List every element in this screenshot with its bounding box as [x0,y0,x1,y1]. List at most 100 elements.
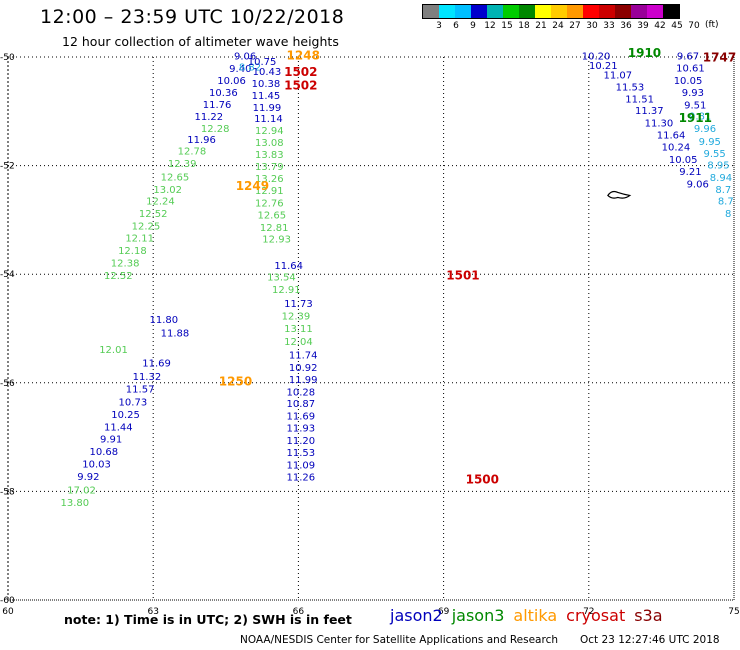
lon-tick-label: 60 [2,607,14,617]
color-legend: 3 6 9 12 15 18 21 24 27 30 33 36 39 42 45 70 [422,4,700,35]
map-frame [7,56,735,601]
swh-value-label: 12.78 [178,147,207,158]
satellite-legend-cryosat: cryosat [566,606,626,625]
pass-number-label: 1250 [219,375,252,389]
legend-swatch [567,5,583,18]
swh-value-label: 11.69 [142,359,171,370]
swh-value-label: 12.91 [255,186,284,197]
swh-value-label: 11.99 [253,103,282,114]
swh-value-label: 9.81 [689,111,711,122]
swh-value-label: 12.11 [125,234,154,245]
swh-value-label: 12.04 [284,337,313,348]
swh-value-label: 10.92 [289,363,318,374]
legend-color-bar [422,4,680,19]
swh-value-label: 10.36 [209,88,238,99]
lat-tick-label: -56 [0,379,15,389]
swh-value-label: 12.81 [260,223,289,234]
pass-number-label: 1500 [466,472,499,486]
satellite-legend-jason2: jason2 [390,606,443,625]
legend-swatch [647,5,663,18]
swh-value-label: 11.44 [104,423,133,434]
swh-value-label: 13.83 [255,150,284,161]
legend-tick-label: 9 [470,21,476,31]
swh-value-label: 13.54 [267,273,296,284]
pass-number-label: 1502 [284,65,317,79]
map-title: 12:00 – 23:59 UTC 10/22/2018 [40,6,345,28]
swh-value-label: 12.52 [139,209,168,220]
legend-tick-label: 18 [518,21,530,31]
swh-value-label: 11.45 [252,91,281,102]
swh-value-label: 10.75 [248,57,277,68]
swh-value-label: 13.80 [60,498,89,509]
swh-value-label: 12.28 [201,124,230,135]
swh-value-label: 11.07 [604,71,633,82]
legend-swatch [599,5,615,18]
swh-value-label: 9.92 [77,472,99,483]
swh-value-label: 9.91 [100,435,122,446]
pass-number-label: 1502 [284,79,317,93]
lon-tick-label: 69 [438,607,450,617]
swh-value-label: 8.94 [710,173,732,184]
swh-value-label: 10.28 [286,387,315,398]
satellite-legend-jason3: jason3 [451,606,505,625]
swh-value-label: 9.21 [679,167,701,178]
swh-value-label: 12.65 [161,172,190,183]
swh-value-label: 11.57 [126,385,155,396]
swh-value-label: 9.95 [699,137,721,148]
swh-value-label: 12.25 [132,222,161,233]
pass-number-label: 1747 [703,50,736,64]
swh-value-label: 12.18 [118,246,147,257]
swh-value-label: 10.20 [582,52,611,63]
satellite-legend-altika: altika [513,606,558,625]
swh-value-label: 9.96 [694,124,716,135]
swh-value-label: 10.38 [252,79,281,90]
legend-tick-label: 42 [654,21,666,31]
lon-tick-label: 66 [293,607,305,617]
swh-value-label: 10.25 [111,410,140,421]
swh-value-label: 9.67 [677,52,699,63]
lon-tick-label: 75 [728,607,739,617]
legend-swatch [471,5,487,18]
legend-unit-label: (ft) [705,20,719,30]
swh-value-label: 10.61 [676,64,705,75]
swh-value-label: 11.32 [133,372,162,383]
swh-value-label: 10.03 [82,460,111,471]
swh-value-label: 12.93 [262,235,291,246]
swh-value-label: 11.37 [635,106,664,117]
legend-swatch [439,5,455,18]
legend-swatch [519,5,535,18]
swh-value-label: 11.74 [289,350,318,361]
swh-value-label: 12.52 [104,271,133,282]
swh-value-label: 9.40 [229,64,251,75]
legend-swatch [615,5,631,18]
legend-swatch [503,5,519,18]
lat-tick-label: -60 [0,596,15,606]
swh-value-label: 13.02 [153,185,182,196]
swh-value-label: 10.87 [286,399,315,410]
legend-tick-label: 15 [501,21,513,31]
swh-value-label: 13.26 [255,174,284,185]
swh-value-label: 8.7 [718,197,734,208]
swh-value-label: 13.11 [284,324,313,335]
swh-value-label: 10.68 [90,447,119,458]
generated-timestamp: Oct 23 12:27:46 UTC 2018 [580,634,720,646]
swh-value-label: 11.26 [286,473,315,484]
legend-swatch [551,5,567,18]
legend-swatch [455,5,471,18]
swh-value-label: 10.05 [669,155,698,166]
swh-value-label: 12.38 [111,259,140,270]
legend-tick-label: 21 [535,21,547,31]
swh-value-label: 10.24 [662,142,691,153]
swh-value-label: 11.93 [286,424,315,435]
swh-value-label: 12.91 [272,285,301,296]
swh-value-label: 11.80 [150,315,179,326]
island-outline [607,190,632,199]
swh-value-label: 10.06 [217,76,246,87]
swh-value-label: 12.39 [168,159,197,170]
lon-tick-label: 63 [147,607,158,617]
legend-tick-label: 12 [484,21,496,31]
swh-value-label: 12.39 [282,311,311,322]
swh-value-label: 11.64 [657,130,686,141]
satellite-legend: jason2 jason3 altika cryosat s3a [390,606,663,625]
